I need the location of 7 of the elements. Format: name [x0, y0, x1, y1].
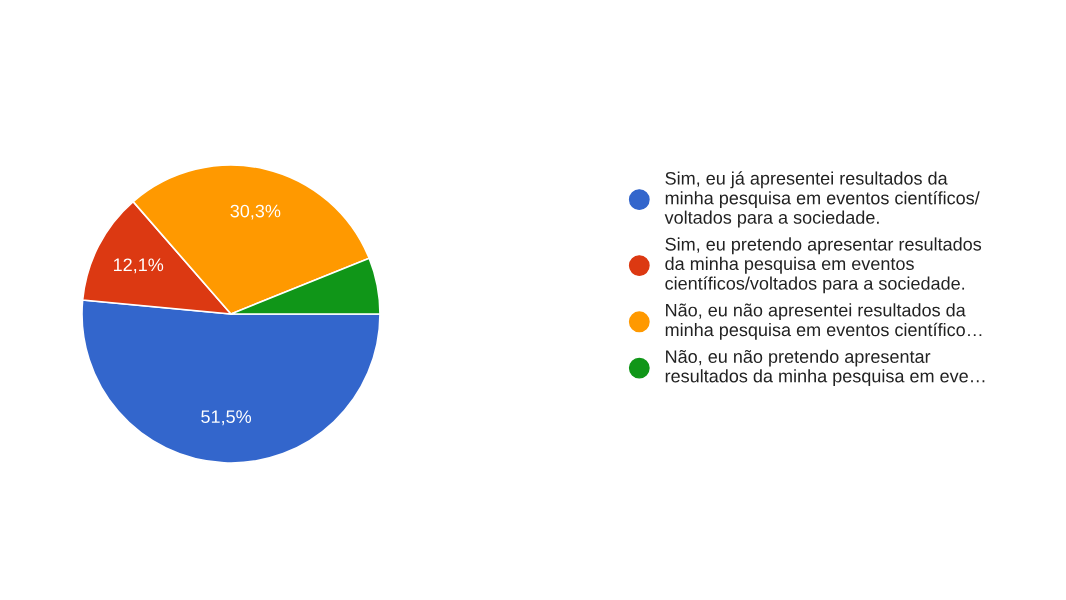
legend-label: Não, eu não pretendo apresentar resultados da minha pesquisa em eve… [665, 349, 985, 387]
legend-label: Sim, eu já apresentei resultados da minha pesquisa em eventos científicos/ voltados para a sociedade. [664, 171, 980, 228]
data-label: 51,5% [201, 410, 252, 426]
data-label: 12,1% [113, 258, 164, 274]
legend-label: Sim, eu pretendo apresentar resultados da minha pesquisa em eventos científicos/voltados para a sociedade. [665, 237, 982, 294]
legend-label: Não, eu não apresentei resultados da minha pesquisa em eventos científico… [665, 303, 982, 340]
data-label: 30,3% [230, 204, 281, 220]
